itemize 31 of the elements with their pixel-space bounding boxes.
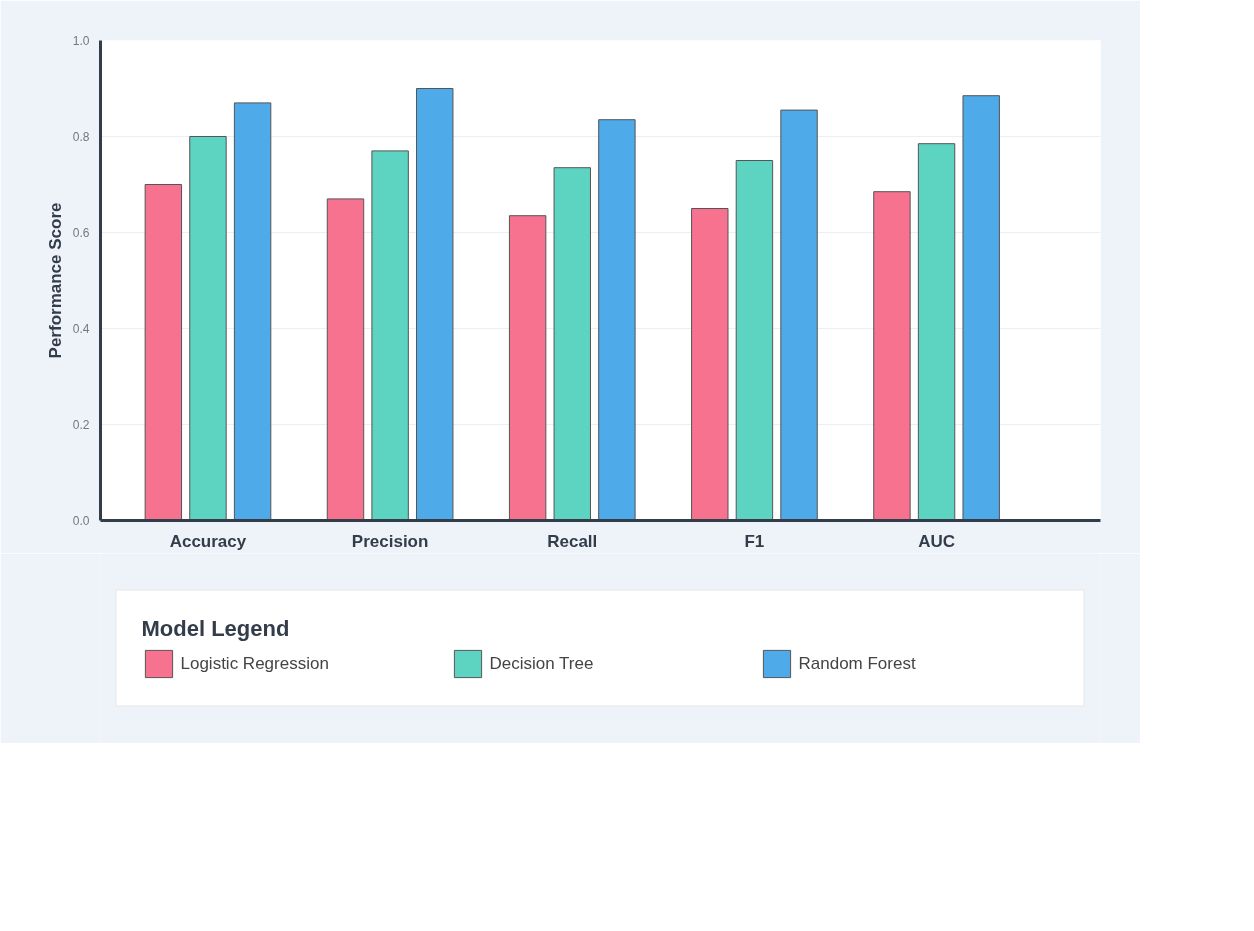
y-tick-label: 1.0 [72,34,90,48]
x-tick-label: F1 [744,531,765,551]
bar [735,160,774,521]
y-tick-label: 0.4 [72,322,90,336]
legend-label: Logistic Regression [180,653,330,674]
bar [144,184,183,521]
legend-title: Model Legend [141,615,291,642]
x-tick-label: Accuracy [169,531,247,551]
x-tick-label: AUC [918,531,955,551]
y-tick-label: 0.2 [72,418,90,432]
bar [416,88,454,521]
bar [508,215,547,521]
bar [917,143,956,521]
y-axis-title: Performance Score [45,202,65,359]
bar [189,136,227,521]
bar [962,95,1000,521]
bar [371,150,409,521]
bar [691,208,729,521]
bar [233,102,272,521]
bar [873,191,911,521]
y-tick-label: 0.6 [72,226,90,240]
bar [598,119,636,521]
legend-label: Decision Tree [489,653,595,674]
legend-label: Random Forest [798,653,917,674]
y-tick-label: 0.8 [72,130,90,144]
y-tick-label: 0.0 [72,514,90,528]
bar [326,198,365,521]
x-tick-label: Precision [351,531,429,551]
bar [780,109,818,521]
bar [553,167,591,521]
x-tick-label: Recall [547,531,598,551]
